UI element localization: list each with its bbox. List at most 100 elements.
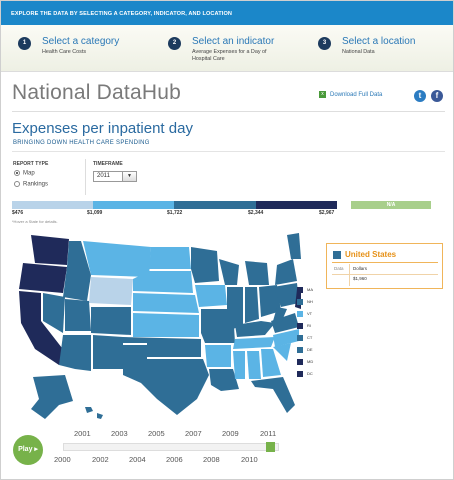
year-label[interactable]: 2007 <box>185 429 202 438</box>
small-state-key[interactable]: RI <box>297 323 311 329</box>
state-la[interactable] <box>209 369 239 391</box>
year-label[interactable]: 2008 <box>203 455 220 464</box>
year-label[interactable]: 2006 <box>166 455 183 464</box>
year-label[interactable]: 2003 <box>111 429 128 438</box>
small-state-key[interactable]: MA <box>297 287 313 293</box>
state-wy[interactable] <box>89 277 133 305</box>
state-in[interactable] <box>245 287 259 323</box>
chevron-down-icon[interactable]: ▼ <box>122 172 136 181</box>
small-state-key[interactable]: DE <box>297 347 313 353</box>
radio-rankings[interactable]: Rankings <box>14 181 48 188</box>
state-il[interactable] <box>227 287 243 329</box>
state-az[interactable] <box>59 335 91 371</box>
year-label[interactable]: 2000 <box>54 455 71 464</box>
timeframe-select[interactable]: 2011 ▼ <box>93 171 137 182</box>
state-ny[interactable] <box>275 259 297 285</box>
divider <box>332 262 438 263</box>
twitter-icon[interactable]: t <box>414 90 426 102</box>
state-tn[interactable] <box>233 337 275 349</box>
state-mi[interactable] <box>245 261 269 285</box>
state-or[interactable] <box>19 263 67 293</box>
small-state-key[interactable]: NH <box>297 299 313 305</box>
timeline-track[interactable] <box>63 443 279 451</box>
year-label[interactable]: 2001 <box>74 429 91 438</box>
radio-dot-selected[interactable] <box>14 170 20 176</box>
state-va[interactable] <box>271 313 299 333</box>
state-nd[interactable] <box>149 247 191 269</box>
small-state-key[interactable]: DC <box>297 371 313 377</box>
state-al[interactable] <box>247 351 261 379</box>
small-state-key[interactable]: MD <box>297 359 313 365</box>
state-ga[interactable] <box>261 349 281 377</box>
info-column-label: Data <box>334 266 344 271</box>
small-state-key[interactable]: VT <box>297 311 312 317</box>
step-number-3: 3 <box>318 37 331 50</box>
play-button[interactable]: Play ▸ <box>13 435 43 465</box>
us-choropleth-map[interactable] <box>11 229 301 424</box>
topbar: EXPLORE THE DATA BY SELECTING A CATEGORY… <box>1 1 453 31</box>
state-ak[interactable] <box>31 375 73 419</box>
step-title[interactable]: Select a location <box>342 36 416 47</box>
state-fl[interactable] <box>251 377 295 413</box>
year-label[interactable]: 2009 <box>222 429 239 438</box>
brand-title: National DataHub <box>12 81 181 104</box>
state-ms[interactable] <box>233 351 245 379</box>
state-ut[interactable] <box>65 299 91 331</box>
page-subtitle: BRINGING DOWN HEALTH CARE SPENDING <box>13 140 150 146</box>
state-id[interactable] <box>63 241 91 301</box>
step-number-2: 2 <box>168 37 181 50</box>
state-ky[interactable] <box>235 321 275 337</box>
state-mn[interactable] <box>191 247 219 283</box>
year-timeline: Play ▸ 2001 2003 2005 2007 2009 2011 200… <box>1 421 453 479</box>
step-subtitle: Health Care Costs <box>42 49 87 55</box>
radio-map[interactable]: Map <box>14 170 35 177</box>
info-unit: Dollars <box>353 266 368 271</box>
legend-tick: $2,967 <box>319 210 335 216</box>
state-wi[interactable] <box>219 259 239 285</box>
timeline-handle[interactable] <box>266 442 275 452</box>
state-nv[interactable] <box>43 293 65 333</box>
step-subtitle: National Data <box>342 49 375 55</box>
state-pa[interactable] <box>273 283 299 307</box>
radio-dot[interactable] <box>14 181 20 187</box>
divider <box>349 264 350 286</box>
map-hint: *Hover a State for details. <box>12 219 58 224</box>
info-value: $1,960 <box>353 276 367 281</box>
legend-bin-3 <box>174 201 256 209</box>
step-selector: 1 Select a category Health Care Costs 2 … <box>1 25 453 71</box>
year-label[interactable]: 2011 <box>260 429 277 438</box>
year-label[interactable]: 2010 <box>241 455 258 464</box>
state-mt[interactable] <box>83 241 151 277</box>
state-hi[interactable] <box>85 407 103 419</box>
state-wv[interactable] <box>273 307 287 323</box>
step-title[interactable]: Select a category <box>42 36 120 47</box>
small-state-key[interactable]: CT <box>297 335 312 341</box>
step-number-1: 1 <box>18 37 31 50</box>
download-link[interactable]: x Download Full Data <box>319 91 382 98</box>
state-nc[interactable] <box>273 329 299 347</box>
year-label[interactable]: 2005 <box>148 429 165 438</box>
legend-tick: $476 <box>12 210 24 216</box>
state-ar[interactable] <box>205 345 231 367</box>
state-me[interactable] <box>287 233 301 259</box>
year-label[interactable]: 2004 <box>129 455 146 464</box>
state-ne[interactable] <box>133 293 199 313</box>
excel-icon: x <box>319 91 326 98</box>
state-nm[interactable] <box>93 335 123 369</box>
legend-bin-1 <box>12 201 93 209</box>
state-ks[interactable] <box>133 313 199 337</box>
state-sd[interactable] <box>133 271 193 293</box>
year-label[interactable]: 2002 <box>92 455 109 464</box>
state-tx[interactable] <box>123 345 209 415</box>
state-wa[interactable] <box>31 235 69 265</box>
state-mo[interactable] <box>201 309 235 343</box>
facebook-icon[interactable]: f <box>431 90 443 102</box>
state-ca[interactable] <box>19 291 69 365</box>
state-co[interactable] <box>91 307 131 335</box>
step-title[interactable]: Select an indicator <box>192 36 275 47</box>
state-ia[interactable] <box>195 285 227 307</box>
divider <box>12 111 445 112</box>
state-ok[interactable] <box>123 337 201 357</box>
state-sc[interactable] <box>273 343 291 361</box>
